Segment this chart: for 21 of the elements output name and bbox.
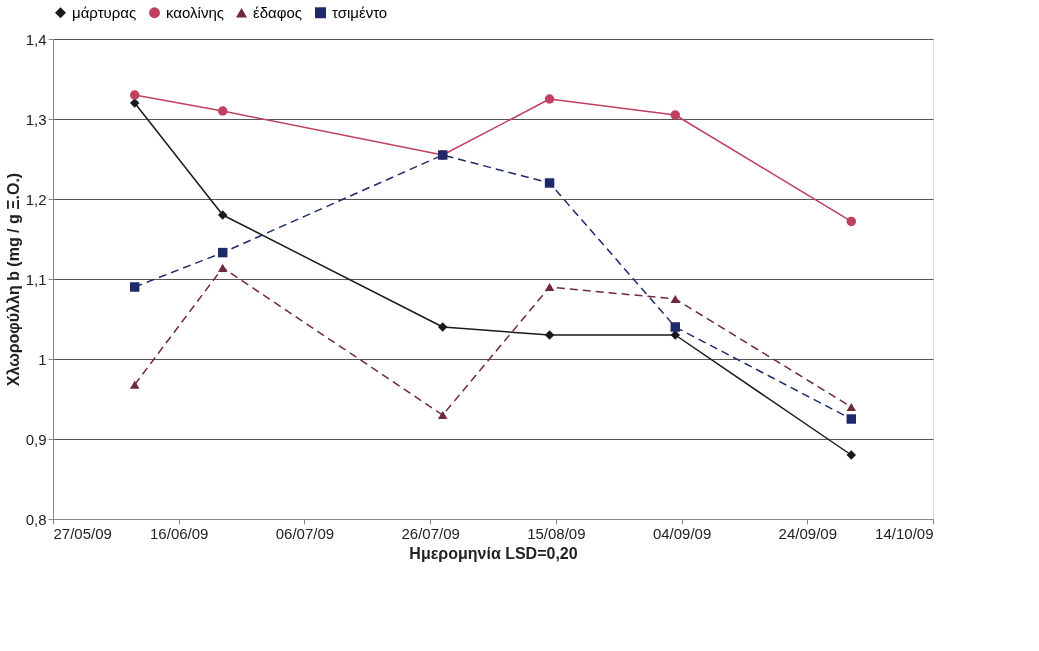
y-tick-label: 1,1 bbox=[25, 270, 47, 288]
y-tick-label: 0,8 bbox=[25, 510, 47, 528]
x-axis-title: Ημερομηνία LSD=0,20 bbox=[409, 544, 578, 562]
x-tick-label: 26/07/09 bbox=[401, 524, 460, 542]
y-tick-label: 1 bbox=[38, 350, 47, 368]
x-tick-label: 14/10/09 bbox=[875, 524, 934, 542]
legend-label: μάρτυρας bbox=[72, 3, 137, 21]
x-tick-label: 27/05/09 bbox=[53, 524, 112, 542]
y-tick-label: 1,2 bbox=[25, 190, 47, 208]
y-tick-label: 1,4 bbox=[25, 30, 47, 48]
x-tick-label: 06/07/09 bbox=[275, 524, 335, 542]
legend-label: έδαφος bbox=[253, 3, 303, 21]
x-tick-label: 24/09/09 bbox=[778, 524, 837, 542]
legend-label: καολίνης bbox=[166, 3, 224, 21]
y-tick-label: 1,3 bbox=[25, 110, 47, 128]
x-tick-label: 04/09/09 bbox=[652, 524, 712, 542]
x-tick-label: 15/08/09 bbox=[527, 524, 586, 542]
legend-label: τσιμέντο bbox=[332, 3, 388, 21]
y-tick-label: 0,9 bbox=[25, 430, 47, 448]
y-axis-title: Χλωροφύλλη b (mg / g Ξ.Ο.) bbox=[4, 172, 22, 387]
x-tick-label: 16/06/09 bbox=[150, 524, 209, 542]
